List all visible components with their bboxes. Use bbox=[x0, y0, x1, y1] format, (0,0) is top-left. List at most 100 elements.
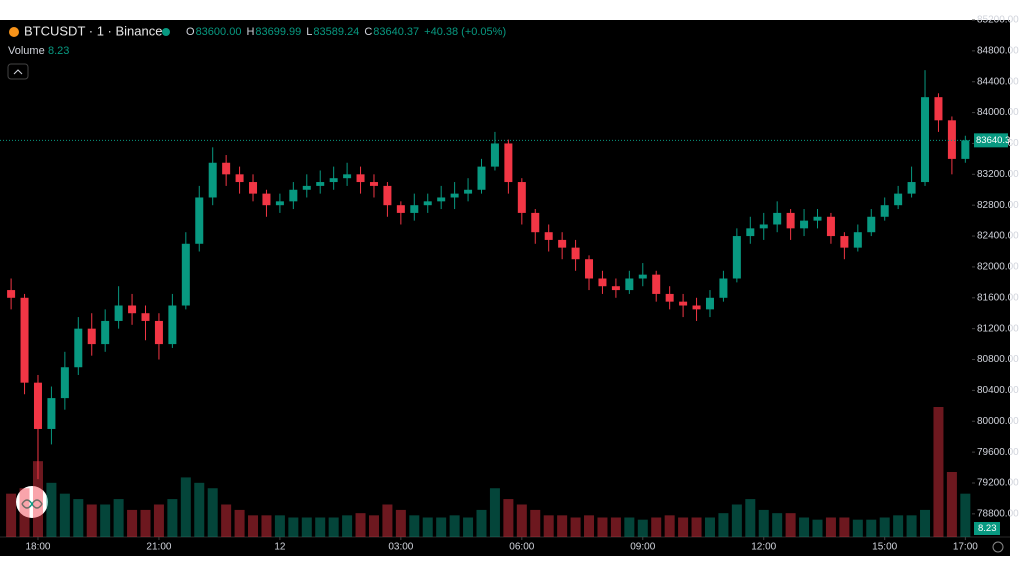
ohlc-key: H bbox=[246, 26, 254, 38]
volume-bar bbox=[799, 517, 810, 537]
candle-body bbox=[316, 182, 325, 186]
candle-body bbox=[249, 182, 258, 194]
candle-body bbox=[773, 212, 782, 225]
candle-body bbox=[410, 205, 419, 213]
x-tick-label: 09:00 bbox=[630, 542, 655, 553]
volume-bar bbox=[866, 519, 877, 537]
volume-bar bbox=[557, 515, 568, 537]
volume-bar bbox=[207, 488, 218, 537]
candle-body bbox=[101, 320, 110, 345]
candle-body bbox=[208, 162, 217, 198]
volume-bar bbox=[691, 517, 702, 537]
candle-body bbox=[611, 286, 620, 291]
ohlc-value: 83640.37 bbox=[373, 26, 419, 38]
volume-bar bbox=[946, 472, 957, 537]
volume-bar bbox=[812, 519, 823, 537]
candle-body bbox=[867, 216, 876, 233]
candle-body bbox=[60, 367, 69, 399]
y-tick-label: 78800.00 bbox=[977, 508, 1019, 519]
candle-body bbox=[464, 189, 473, 194]
candle-body bbox=[195, 197, 204, 244]
candle-body bbox=[128, 305, 137, 314]
volume-bar bbox=[852, 519, 863, 537]
volume-bar bbox=[301, 517, 312, 537]
volume-box bbox=[974, 522, 1000, 535]
candle-body bbox=[356, 174, 365, 183]
y-tick-label: 80000.00 bbox=[977, 416, 1019, 427]
volume-bar bbox=[933, 407, 944, 537]
volume-bar bbox=[59, 493, 70, 537]
volume-bar bbox=[19, 488, 30, 537]
candle-body bbox=[652, 274, 661, 294]
y-tick-label: 80400.00 bbox=[977, 385, 1019, 396]
volume-bar bbox=[745, 499, 756, 537]
volume-bar bbox=[368, 515, 379, 537]
candle-body bbox=[544, 232, 553, 240]
volume-bar bbox=[704, 517, 715, 537]
volume-bar bbox=[664, 515, 675, 537]
candle-body bbox=[598, 278, 607, 287]
symbol-title: BTCUSDT · 1 · Binance bbox=[24, 23, 162, 38]
volume-bar bbox=[678, 517, 689, 537]
ohlc-change: +40.38 (+0.05%) bbox=[424, 26, 506, 38]
candle-body bbox=[826, 216, 835, 237]
volume-bar bbox=[355, 513, 366, 537]
y-tick-label: 79200.00 bbox=[977, 478, 1019, 489]
ohlc-key: O bbox=[186, 26, 195, 38]
candle-body bbox=[289, 189, 298, 202]
volume-bar bbox=[315, 517, 326, 537]
candle-body bbox=[947, 120, 956, 159]
volume-bar bbox=[73, 499, 84, 537]
candle-body bbox=[558, 239, 567, 248]
volume-bar bbox=[153, 504, 164, 537]
candle-body bbox=[786, 212, 795, 229]
candle-body bbox=[759, 224, 768, 229]
chart-background bbox=[0, 20, 1010, 556]
volume-bar bbox=[221, 504, 232, 537]
candle-body bbox=[732, 236, 741, 279]
volume-bar bbox=[476, 509, 487, 537]
candle-body bbox=[343, 174, 352, 179]
collapse-button[interactable] bbox=[7, 63, 29, 80]
settings-button[interactable] bbox=[992, 541, 1004, 553]
x-tick-label: 17:00 bbox=[953, 542, 978, 553]
ohlc-key: C bbox=[364, 26, 372, 38]
candle-body bbox=[679, 301, 688, 306]
collapse-icon bbox=[13, 69, 23, 75]
volume-bar bbox=[718, 513, 729, 537]
x-tick-label: 21:00 bbox=[146, 542, 171, 553]
candle-body bbox=[840, 236, 849, 248]
candle-body bbox=[517, 182, 526, 213]
ohlc-value: 83600.00 bbox=[196, 26, 242, 38]
y-tick-label: 83200.00 bbox=[977, 169, 1019, 180]
candle-body bbox=[74, 328, 83, 368]
candle-body bbox=[934, 97, 943, 121]
candle-body bbox=[235, 174, 244, 183]
candle-body bbox=[181, 243, 190, 306]
candle-body bbox=[477, 166, 486, 190]
volume-bar bbox=[113, 499, 124, 537]
volume-bar bbox=[731, 504, 742, 537]
candle-body bbox=[571, 247, 580, 260]
y-tick-label: 82000.00 bbox=[977, 262, 1019, 273]
x-tick-label: 18:00 bbox=[25, 542, 50, 553]
volume-bar bbox=[543, 515, 554, 537]
volume-bar bbox=[960, 493, 971, 537]
candle-body bbox=[396, 205, 405, 213]
volume-axis-label: 8.23 bbox=[978, 523, 997, 534]
logo-icon bbox=[21, 499, 43, 509]
candle-body bbox=[894, 193, 903, 206]
ohlc-value: 83589.24 bbox=[313, 26, 359, 38]
candle-body bbox=[87, 328, 96, 345]
symbol-icon bbox=[9, 27, 19, 37]
candle-body bbox=[490, 143, 499, 167]
volume-bar bbox=[449, 515, 460, 537]
volume-bar bbox=[651, 517, 662, 537]
volume-bar bbox=[530, 509, 541, 537]
volume-bar bbox=[463, 517, 474, 537]
volume-bar bbox=[436, 517, 447, 537]
x-tick-label: 15:00 bbox=[872, 542, 897, 553]
logo[interactable] bbox=[16, 486, 48, 518]
volume-bar bbox=[140, 509, 151, 537]
candle-body bbox=[880, 205, 889, 217]
